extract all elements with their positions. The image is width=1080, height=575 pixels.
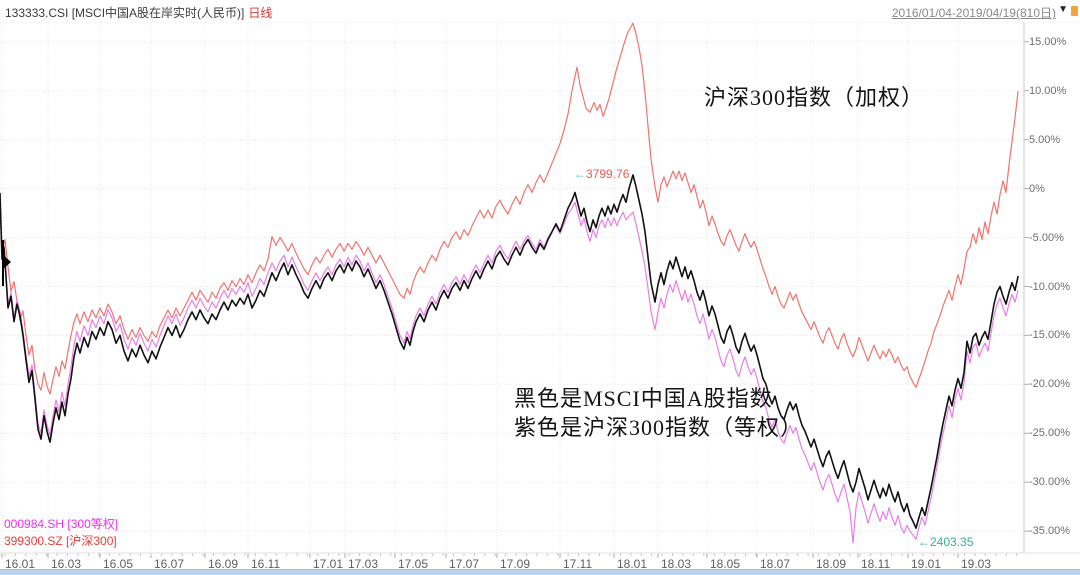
y-axis-label: -10.00%	[1029, 280, 1070, 293]
x-axis-label: 17.11	[563, 557, 593, 571]
high-value-marker: ←3799.76	[574, 167, 629, 181]
note-icon[interactable]	[1071, 6, 1078, 16]
x-axis-label: 16.11	[251, 557, 281, 571]
chart-header: 133333.CSI [MSCI中国A股在岸实时(人民币)] 日线 2016/01…	[0, 0, 1080, 22]
x-axis-label: 16.01	[5, 557, 36, 571]
legend-item-300-equal-weight: 000984.SH [300等权]	[4, 517, 119, 531]
x-axis-label: 16.09	[208, 557, 239, 571]
series-start-marker	[2, 240, 11, 286]
x-axis-label: 18.05	[710, 557, 741, 571]
x-axis-label: 16.03	[51, 557, 82, 571]
y-axis-label: 0%	[1029, 182, 1045, 195]
series-line-1	[0, 193, 1019, 544]
x-axis-label: 18.09	[816, 557, 847, 571]
low-value-label: 2403.35	[930, 535, 974, 549]
y-axis-label: -35.00%	[1029, 525, 1070, 538]
x-axis-label: 16.07	[154, 557, 185, 571]
left-arrow-icon: ←	[574, 167, 586, 181]
annotation-series-note: 黑色是MSCI中国A股指数 紫色是沪深300指数（等权）	[514, 384, 803, 442]
x-axis-label: 17.01	[313, 557, 344, 571]
annotation-note-line1: 黑色是MSCI中国A股指数	[514, 386, 773, 411]
instrument-title: 133333.CSI [MSCI中国A股在岸实时(人民币)] 日线	[5, 4, 272, 21]
high-value-label: 3799.76	[586, 167, 630, 181]
series-line-0	[0, 22, 1019, 395]
x-axis-label: 19.03	[961, 557, 992, 571]
low-value-marker: ←2403.35	[918, 535, 973, 549]
x-axis-label: 18.11	[861, 557, 891, 571]
x-axis-label: 18.07	[760, 557, 791, 571]
y-axis-label: -15.00%	[1029, 329, 1070, 342]
x-axis-label: 16.05	[103, 557, 134, 571]
legend-item-hs300: 399300.SZ [沪深300]	[4, 534, 117, 548]
x-axis-label: 17.07	[449, 557, 480, 571]
x-axis-label: 19.01	[911, 557, 942, 571]
y-axis-label: 15.00%	[1029, 35, 1067, 48]
period-label: 日线	[248, 6, 273, 20]
x-axis-label: 17.09	[500, 557, 531, 571]
horizontal-scrollbar[interactable]	[0, 569, 1080, 575]
date-range-selector[interactable]: 2016/01/04-2019/04/19(810日)	[891, 6, 1056, 20]
x-axis-label: 18.03	[661, 557, 692, 571]
chevron-down-icon[interactable]: ▼	[1058, 4, 1068, 15]
y-axis-label: 10.00%	[1029, 84, 1067, 97]
y-axis-label: 5.00%	[1029, 133, 1061, 146]
grid-layer	[0, 21, 1080, 558]
y-axis-label: -20.00%	[1029, 378, 1070, 391]
series-layer	[0, 22, 1019, 544]
series-line-2	[0, 174, 1019, 530]
y-axis-label: -5.00%	[1029, 231, 1064, 244]
annotation-weighted-index: 沪深300指数（加权）	[704, 85, 925, 110]
annotation-note-line2: 紫色是沪深300指数（等权）	[514, 415, 804, 440]
instrument-name: 133333.CSI [MSCI中国A股在岸实时(人民币)]	[5, 6, 245, 20]
y-axis-label: -25.00%	[1029, 427, 1070, 440]
x-axis-label: 17.03	[348, 557, 379, 571]
y-axis-label: -30.00%	[1029, 476, 1070, 489]
left-arrow-icon: ←	[918, 535, 930, 549]
x-axis-label: 17.05	[398, 557, 429, 571]
x-axis-label: 18.01	[617, 557, 648, 571]
